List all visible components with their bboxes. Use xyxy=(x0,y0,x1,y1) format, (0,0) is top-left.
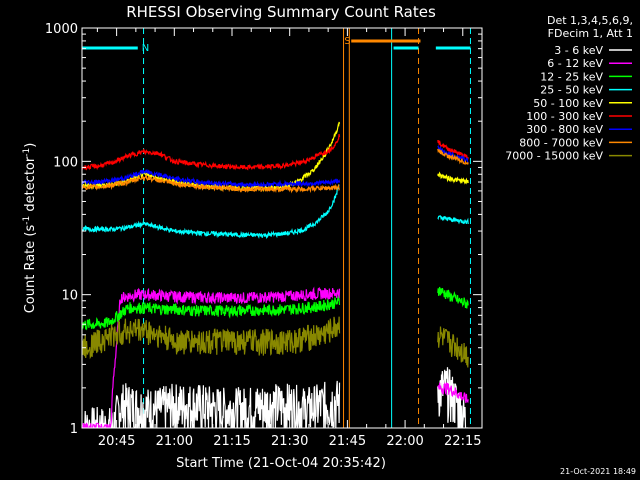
y-axis-label-sup1: -1 xyxy=(22,216,32,225)
y-axis-label-end: ) xyxy=(23,143,38,148)
series-line-after-gap-6-12-kev xyxy=(437,382,469,404)
plot-frame xyxy=(81,27,483,429)
legend-entry-label-100-300-kev: 100 - 300 keV xyxy=(526,110,603,123)
series-line-after-gap-3-6-kev xyxy=(437,367,469,428)
x-tick-label: 21:00 xyxy=(156,434,193,449)
series-line-25-50-kev xyxy=(82,184,340,240)
y-tick-label: 100 xyxy=(53,155,78,170)
y-axis-label-main: Count Rate (s xyxy=(23,225,38,314)
x-axis: 20:45 21:00 21:15 21:30 21:45 22:00 22:15 xyxy=(96,28,483,449)
series-line-300-800-kev xyxy=(82,168,341,189)
legend-entry-label-3-6-kev: 3 - 6 keV xyxy=(554,44,603,57)
series-line-after-gap-7000-15000-kev xyxy=(437,326,469,368)
series-line-12-25-kev xyxy=(82,295,341,331)
legend-header-line-2: FDecim 1, Att 1 xyxy=(548,27,633,40)
y-tick-label: 1 xyxy=(70,422,78,437)
series-line-after-gap-12-25-kev xyxy=(437,286,469,309)
legend-entry-label-25-50-kev: 25 - 50 keV xyxy=(540,84,603,97)
y-tick-label: 10 xyxy=(61,289,78,304)
legend-header-line-1: Det 1,3,4,5,6,9, xyxy=(547,14,633,27)
legend: Det 1,3,4,5,6,9, FDecim 1, Att 1 3 - 6 k… xyxy=(505,14,633,163)
y-axis-label-sup2: -1 xyxy=(22,148,32,157)
series-line-after-gap-50-100-kev xyxy=(437,171,469,185)
x-tick-label: 21:45 xyxy=(329,434,366,449)
series-line-after-gap-25-50-kev xyxy=(437,215,469,225)
flag-marker-label-n: N xyxy=(142,43,149,54)
chart-title: RHESSI Observing Summary Count Rates xyxy=(126,3,436,21)
series-line-3-6-kev xyxy=(82,380,341,428)
series-line-800-7000-kev xyxy=(82,173,341,194)
legend-entry-label-7000-15000-kev: 7000 - 15000 keV xyxy=(505,150,603,163)
series-line-7000-15000-kev xyxy=(82,316,341,360)
x-tick-label: 21:30 xyxy=(271,434,308,449)
legend-entry-label-12-25-kev: 12 - 25 keV xyxy=(540,70,603,83)
x-axis-label: Start Time (21-Oct-04 20:35:42) xyxy=(176,456,386,471)
flag-layer: NS xyxy=(82,28,471,428)
y-axis-label: Count Rate (s-1 detector-1) xyxy=(22,143,38,314)
footer-date: 21-Oct-2021 18:49 xyxy=(560,467,636,476)
series-line-6-12-kev xyxy=(82,286,341,428)
legend-entry-label-6-12-kev: 6 - 12 keV xyxy=(547,57,603,70)
legend-entry-label-800-7000-kev: 800 - 7000 keV xyxy=(519,136,603,149)
x-tick-label: 20:45 xyxy=(98,434,135,449)
y-axis-label-mid: detector xyxy=(23,156,38,216)
legend-entry-label-50-100-kev: 50 - 100 keV xyxy=(533,97,603,110)
x-tick-label: 22:00 xyxy=(386,434,423,449)
flag-marker-label-s: S xyxy=(344,36,350,47)
x-tick-label: 21:15 xyxy=(213,434,250,449)
series-line-after-gap-800-7000-kev xyxy=(437,148,469,166)
y-axis: 1 10 100 1000 xyxy=(45,22,482,437)
legend-entry-label-300-800-kev: 300 - 800 keV xyxy=(526,123,603,136)
x-tick-label: 22:15 xyxy=(444,434,481,449)
y-tick-label: 1000 xyxy=(45,22,78,37)
series-layer xyxy=(82,121,469,428)
series-line-50-100-kev xyxy=(82,121,341,193)
series-line-100-300-kev xyxy=(82,134,341,171)
